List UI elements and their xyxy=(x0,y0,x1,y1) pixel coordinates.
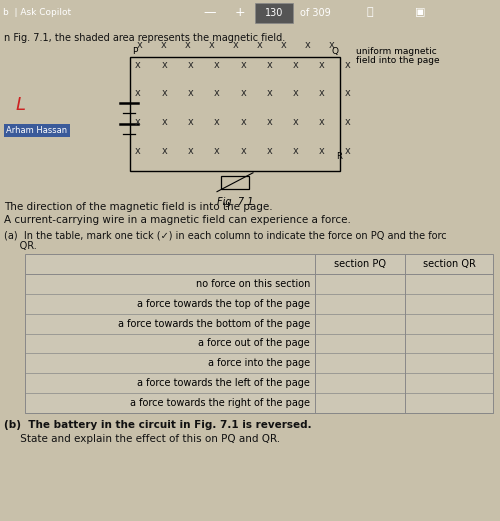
Text: Q: Q xyxy=(331,47,338,56)
Text: P: P xyxy=(132,47,138,56)
Text: x: x xyxy=(319,60,325,70)
Text: no force on this section: no force on this section xyxy=(196,279,310,289)
Text: x: x xyxy=(214,60,220,70)
Text: x: x xyxy=(266,146,272,156)
Text: x: x xyxy=(209,40,215,50)
Text: x: x xyxy=(345,117,351,127)
Text: x: x xyxy=(161,40,167,50)
Text: x: x xyxy=(188,146,194,156)
Text: x: x xyxy=(319,89,325,98)
Text: x: x xyxy=(137,40,143,50)
Text: x: x xyxy=(240,60,246,70)
Text: a force towards the left of the page: a force towards the left of the page xyxy=(137,378,310,388)
Text: A current-carrying wire in a magnetic field can experience a force.: A current-carrying wire in a magnetic fi… xyxy=(4,216,351,226)
Text: x: x xyxy=(240,146,246,156)
Text: x: x xyxy=(135,60,141,70)
Text: ⦿: ⦿ xyxy=(366,7,374,18)
Text: x: x xyxy=(329,40,335,50)
Bar xyxy=(255,3,293,22)
Text: b  | Ask Copilot: b | Ask Copilot xyxy=(3,8,71,17)
Text: x: x xyxy=(135,89,141,98)
Text: x: x xyxy=(162,146,167,156)
Text: —: — xyxy=(204,6,216,19)
Bar xyxy=(4,124,70,137)
Text: a force into the page: a force into the page xyxy=(208,358,310,368)
Text: x: x xyxy=(345,89,351,98)
Bar xyxy=(25,254,493,413)
Text: of 309: of 309 xyxy=(300,7,331,18)
Text: x: x xyxy=(188,117,194,127)
Text: x: x xyxy=(293,146,298,156)
Text: x: x xyxy=(293,117,298,127)
Bar xyxy=(221,176,249,189)
Text: x: x xyxy=(345,146,351,156)
Text: x: x xyxy=(240,117,246,127)
Text: x: x xyxy=(293,89,298,98)
Text: (a)  In the table, mark one tick (✓) in each column to indicate the force on PQ : (a) In the table, mark one tick (✓) in e… xyxy=(4,230,446,240)
Text: State and explain the effect of this on PQ and QR.: State and explain the effect of this on … xyxy=(4,433,280,444)
Text: x: x xyxy=(305,40,311,50)
Text: (b)  The battery in the circuit in Fig. 7.1 is reversed.: (b) The battery in the circuit in Fig. 7… xyxy=(4,420,312,430)
Text: R: R xyxy=(336,153,342,162)
Bar xyxy=(130,57,340,171)
Text: L: L xyxy=(16,96,26,115)
Text: a force towards the top of the page: a force towards the top of the page xyxy=(137,299,310,309)
Text: Arham Hassan: Arham Hassan xyxy=(6,126,68,135)
Text: x: x xyxy=(214,146,220,156)
Text: 130: 130 xyxy=(265,7,283,18)
Text: uniform magnetic: uniform magnetic xyxy=(356,47,437,56)
Text: x: x xyxy=(266,117,272,127)
Text: x: x xyxy=(135,117,141,127)
Text: x: x xyxy=(345,60,351,70)
Text: x: x xyxy=(266,89,272,98)
Text: section QR: section QR xyxy=(422,259,476,269)
Text: x: x xyxy=(214,117,220,127)
Text: x: x xyxy=(135,146,141,156)
Text: +: + xyxy=(234,6,246,19)
Text: x: x xyxy=(185,40,191,50)
Text: n Fig. 7.1, the shaded area represents the magnetic field.: n Fig. 7.1, the shaded area represents t… xyxy=(4,33,285,43)
Text: x: x xyxy=(233,40,239,50)
Text: Fig. 7.1: Fig. 7.1 xyxy=(217,196,254,207)
Text: x: x xyxy=(293,60,298,70)
Text: x: x xyxy=(188,89,194,98)
Text: x: x xyxy=(162,117,167,127)
Text: x: x xyxy=(319,146,325,156)
Text: x: x xyxy=(188,60,194,70)
Text: x: x xyxy=(281,40,287,50)
Text: The direction of the magnetic field is into the page.: The direction of the magnetic field is i… xyxy=(4,202,272,212)
Text: a force towards the bottom of the page: a force towards the bottom of the page xyxy=(118,319,310,329)
Text: x: x xyxy=(319,117,325,127)
Text: x: x xyxy=(257,40,263,50)
Text: x: x xyxy=(240,89,246,98)
Text: field into the page: field into the page xyxy=(356,56,440,65)
Text: section PQ: section PQ xyxy=(334,259,386,269)
Text: a force out of the page: a force out of the page xyxy=(198,339,310,349)
Text: x: x xyxy=(266,60,272,70)
Text: x: x xyxy=(162,60,167,70)
Text: QR.: QR. xyxy=(4,241,37,251)
Text: x: x xyxy=(162,89,167,98)
Text: ▣: ▣ xyxy=(415,7,425,18)
Text: a force towards the right of the page: a force towards the right of the page xyxy=(130,398,310,408)
Text: x: x xyxy=(214,89,220,98)
